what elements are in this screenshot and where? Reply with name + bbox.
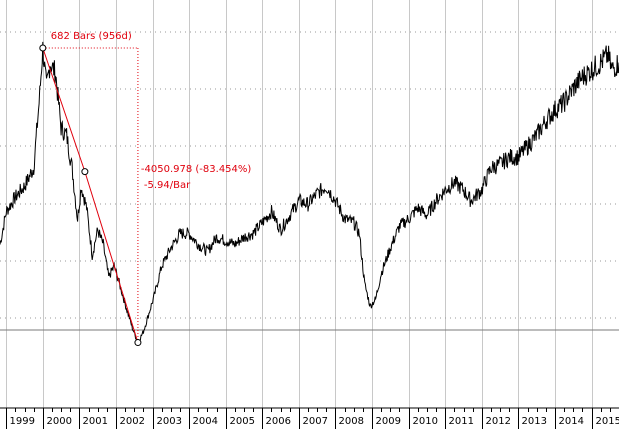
measure-rate-label: -5.94/Bar [144, 180, 191, 191]
x-tick-label: 2014 [559, 416, 584, 427]
x-tick-label: 2000 [47, 416, 72, 427]
x-tick-label: 2002 [120, 416, 145, 427]
x-tick-label: 2013 [522, 416, 547, 427]
x-tick-label: 2009 [376, 416, 401, 427]
x-tick-label: 2012 [486, 416, 511, 427]
x-tick-label: 2003 [157, 416, 182, 427]
measure-mid-handle[interactable] [81, 168, 89, 176]
x-tick-label: 2015 [596, 416, 619, 427]
x-tick-label: 2010 [413, 416, 438, 427]
measure-end-handle[interactable] [134, 339, 142, 347]
measure-start-handle[interactable] [39, 44, 47, 52]
x-tick-label: 2008 [339, 416, 364, 427]
measure-annotation: 682 Bars (956d) -4050.978 (-83.454%) -5.… [39, 31, 252, 347]
x-tick-label: 2001 [83, 416, 108, 427]
x-tick-label: 2006 [266, 416, 291, 427]
horizontal-gridlines [0, 31, 619, 331]
measure-bars-label: 682 Bars (956d) [51, 31, 132, 42]
x-tick-labels: 1999 2000 2001 2002 2003 2004 2005 2006 2007 2008… [10, 416, 619, 427]
x-tick-label: 2004 [193, 416, 218, 427]
x-tick-label: 1999 [10, 416, 35, 427]
x-tick-marks [6, 408, 611, 429]
x-tick-label: 2007 [303, 416, 328, 427]
series-line [0, 41, 619, 345]
x-tick-label: 2011 [449, 416, 474, 427]
measure-change-label: -4050.978 (-83.454%) [141, 164, 252, 175]
x-tick-label: 2005 [230, 416, 255, 427]
